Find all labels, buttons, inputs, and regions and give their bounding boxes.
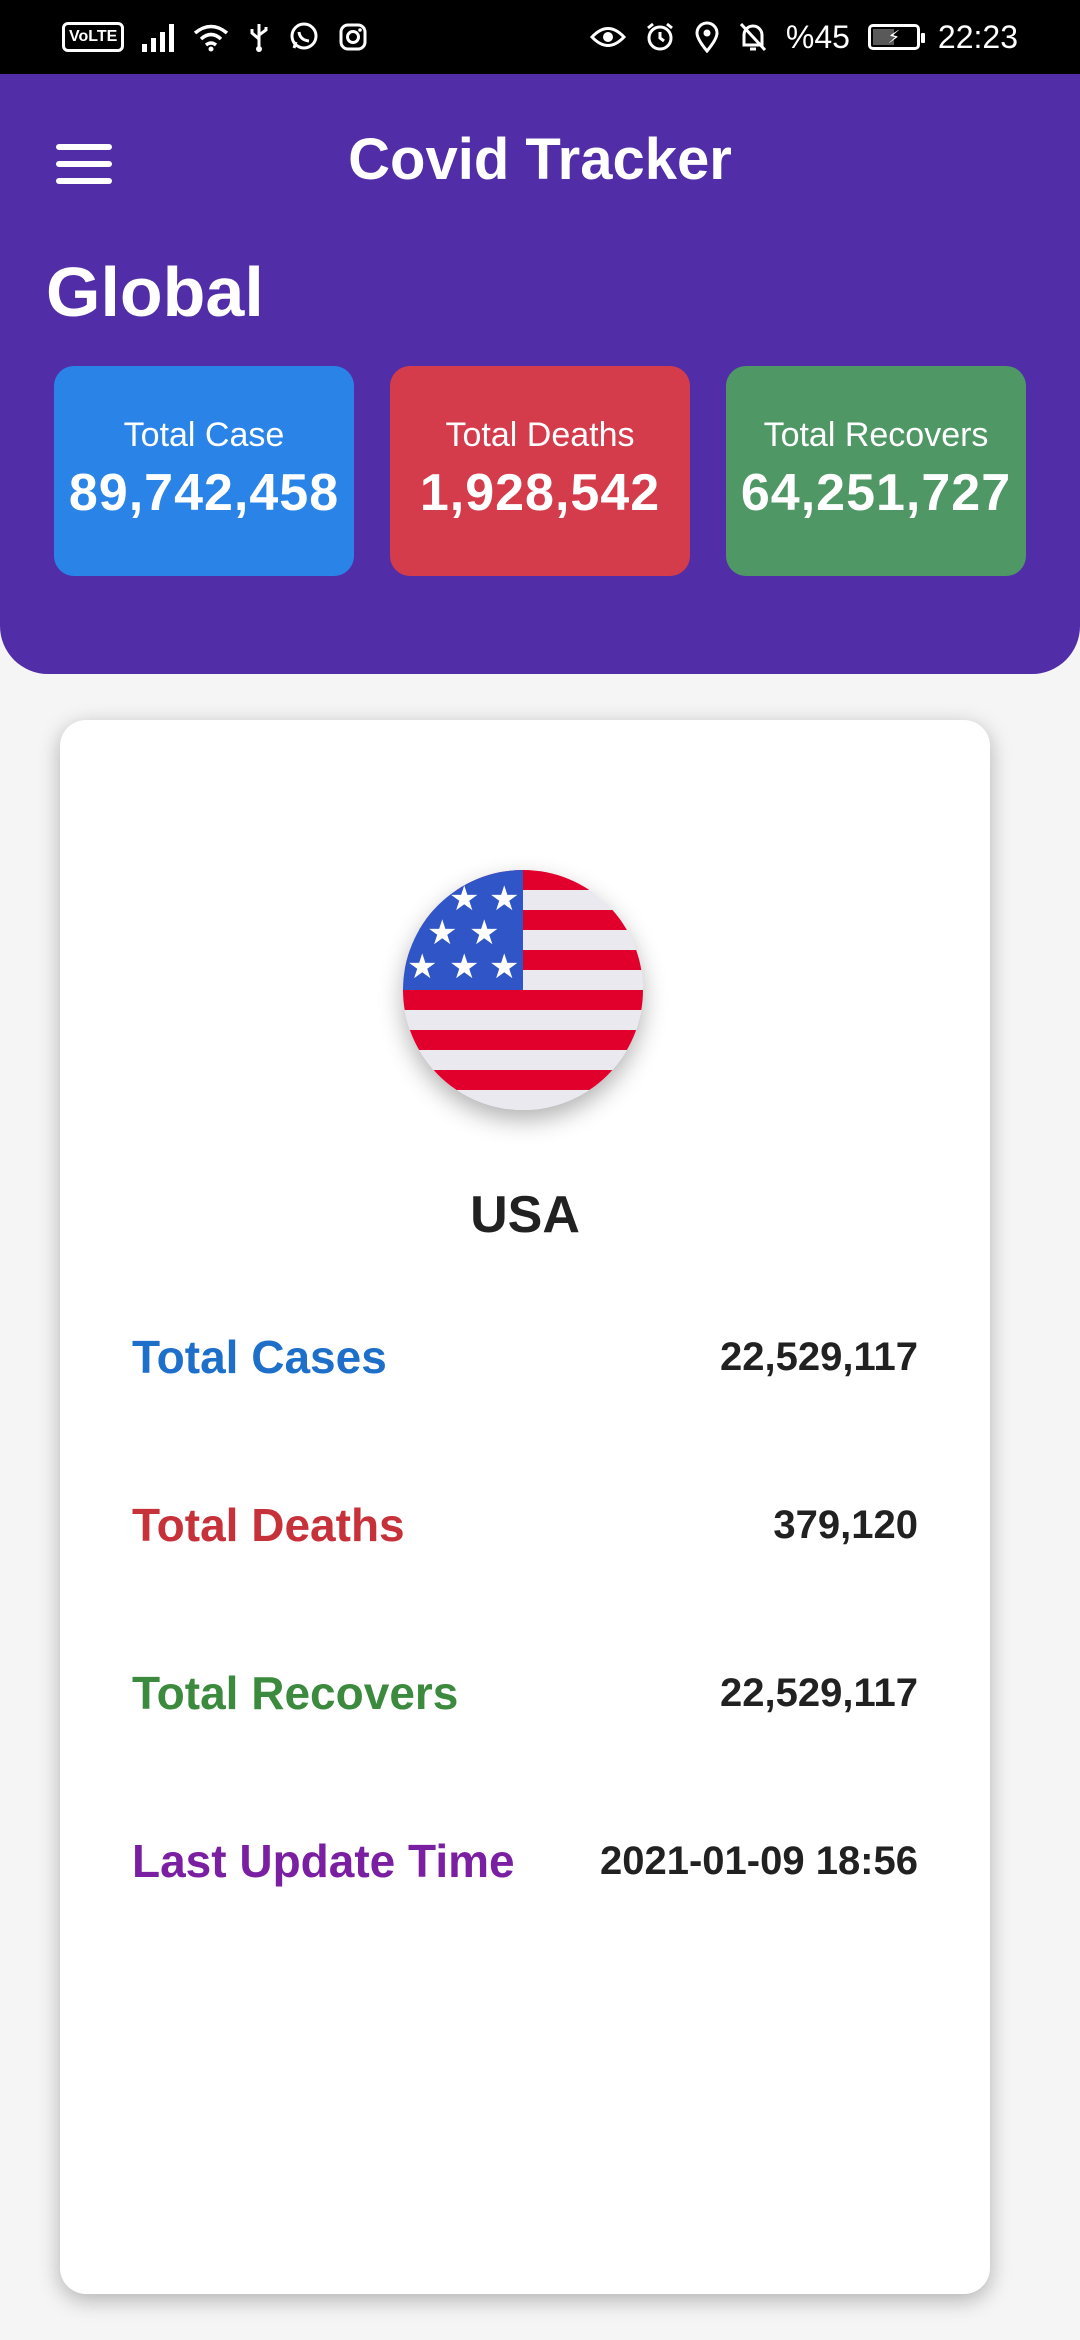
row-value: 22,529,117 bbox=[720, 1334, 918, 1379]
stat-value: 1,928,542 bbox=[419, 464, 661, 522]
row-label: Total Cases bbox=[132, 1331, 387, 1383]
usb-icon bbox=[250, 24, 268, 52]
row-label: Total Recovers bbox=[132, 1667, 459, 1719]
hamburger-menu-icon[interactable] bbox=[56, 144, 112, 184]
row-value: 379,120 bbox=[773, 1502, 918, 1547]
stat-label: Total Recovers bbox=[763, 416, 989, 454]
volte-icon: VoLTE bbox=[62, 22, 125, 52]
status-bar: VoLTE bbox=[0, 0, 1080, 74]
row-total-recovers: Total Recovers 22,529,117 bbox=[132, 1663, 918, 1723]
bell-off-icon bbox=[739, 22, 766, 52]
instagram-icon bbox=[339, 23, 367, 51]
whatsapp-icon bbox=[290, 22, 318, 50]
row-label: Last Update Time bbox=[132, 1835, 515, 1887]
svg-text:★: ★ bbox=[489, 879, 519, 919]
wifi-icon bbox=[194, 24, 229, 52]
battery-icon: ⚡ bbox=[867, 24, 925, 50]
row-total-cases: Total Cases 22,529,117 bbox=[132, 1327, 918, 1387]
header: Covid Tracker Global Total Case 89,742,4… bbox=[0, 74, 1080, 674]
country-card[interactable]: ★ ★ ★ ★ ★ ★ ★ ★ USA Total Cases 22,529,117 To… bbox=[60, 720, 990, 2294]
battery-percent: %45 bbox=[785, 19, 850, 55]
stat-label: Total Case bbox=[123, 416, 285, 454]
row-value: 22,529,117 bbox=[720, 1670, 918, 1715]
app-title: Covid Tracker bbox=[348, 127, 732, 192]
row-value: 2021-01-09 18:56 bbox=[599, 1838, 918, 1883]
row-last-update-time: Last Update Time 2021-01-09 18:56 bbox=[132, 1831, 918, 1891]
eye-icon bbox=[589, 27, 626, 47]
status-bar-right: %45 ⚡ 22:23 bbox=[589, 19, 1018, 55]
global-total-recovers-card[interactable]: Total Recovers 64,251,727 bbox=[726, 366, 1026, 576]
svg-text:★: ★ bbox=[489, 947, 519, 987]
stat-value: 89,742,458 bbox=[68, 464, 340, 522]
status-time: 22:23 bbox=[937, 19, 1018, 55]
global-total-deaths-card[interactable]: Total Deaths 1,928,542 bbox=[390, 366, 690, 576]
svg-text:★: ★ bbox=[427, 913, 457, 953]
row-label: Total Deaths bbox=[132, 1499, 405, 1551]
location-icon bbox=[695, 21, 719, 53]
row-total-deaths: Total Deaths 379,120 bbox=[132, 1495, 918, 1555]
status-bar-left: VoLTE bbox=[62, 21, 368, 53]
signal-icon bbox=[142, 22, 175, 52]
stat-value: 64,251,727 bbox=[740, 464, 1012, 522]
svg-text:★: ★ bbox=[469, 913, 499, 953]
alarm-icon bbox=[646, 22, 673, 51]
global-total-case-card[interactable]: Total Case 89,742,458 bbox=[54, 366, 354, 576]
country-name: USA bbox=[470, 1186, 580, 1244]
svg-text:★: ★ bbox=[407, 947, 437, 987]
section-title-global: Global bbox=[46, 253, 264, 331]
stat-label: Total Deaths bbox=[445, 416, 635, 454]
usa-flag-icon: ★ ★ ★ ★ ★ ★ ★ ★ bbox=[403, 870, 643, 1110]
svg-text:★: ★ bbox=[449, 947, 479, 987]
